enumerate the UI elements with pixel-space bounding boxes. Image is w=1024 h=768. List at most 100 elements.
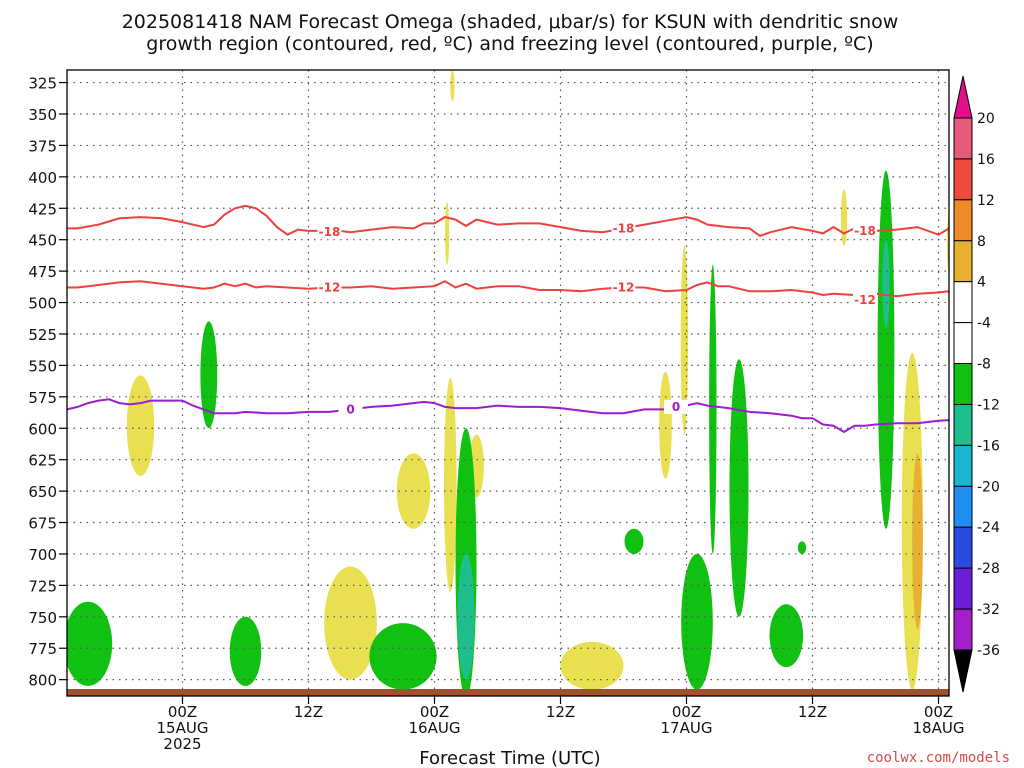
x-tick-label: 17AUG (661, 719, 713, 737)
colorbar-top-extend (953, 75, 973, 119)
colorbar-segment (953, 567, 973, 610)
contour-line-0 (67, 398, 949, 434)
y-tick-label: 675 (28, 515, 57, 533)
contour-label--12: -12 (319, 280, 341, 294)
y-tick-label: 325 (28, 75, 57, 93)
y-tick-label: 600 (28, 420, 57, 438)
x-tick-label: 12Z (546, 703, 575, 721)
contour-label-bg (611, 221, 636, 236)
omega-cell-20 (797, 541, 807, 554)
contour-label--18: -18 (613, 221, 635, 235)
contour-label-bg (853, 223, 877, 238)
y-axis: 325 350 375 400 425 450 475 500 525 550 575 600 625 6… (28, 75, 67, 690)
omega-cell-12 (560, 641, 624, 690)
colorbar-segment (953, 281, 973, 324)
contours: -18 -18 -18 -12 -12 -12 0 0 (67, 204, 949, 434)
contour-label-bg (317, 280, 342, 295)
terrain-strip (67, 689, 949, 696)
y-tick-label: 500 (28, 295, 57, 313)
omega-cell-23 (882, 239, 890, 328)
omega-cell-19 (769, 604, 804, 668)
colorbar-bottom-extend (953, 649, 973, 693)
omega-cell-3 (324, 566, 377, 680)
colorbar-label: 8 (977, 234, 986, 250)
contour-label--18: -18 (319, 225, 341, 239)
y-tick-label: 800 (28, 672, 57, 690)
colorbar-label: 16 (977, 152, 995, 168)
omega-cell-6 (369, 623, 437, 690)
y-tick-label: 550 (28, 357, 57, 375)
omega-cell-16 (681, 553, 713, 690)
omega-cell-15 (680, 245, 689, 435)
y-tick-label: 750 (28, 609, 57, 627)
omega-cell-1 (126, 375, 155, 477)
omega-cell-21 (840, 189, 848, 246)
chart-title: 2025081418 NAM Forecast Omega (shaded, μ… (122, 11, 899, 55)
colorbar-label: -16 (977, 438, 1000, 454)
omega-cell-18 (709, 264, 717, 554)
colorbar-segment (953, 444, 973, 487)
omega-cell-25 (912, 453, 923, 630)
y-tick-label: 450 (28, 232, 57, 250)
colorbar-segment (953, 322, 973, 365)
omega-cell-2 (200, 321, 218, 429)
y-tick-label: 350 (28, 106, 57, 124)
contour-label-bg (317, 225, 342, 240)
colorbar-label: -20 (977, 479, 1000, 495)
x-tick-label: 12Z (798, 703, 827, 721)
colorbar-segment (953, 608, 973, 651)
colorbar-label: -24 (977, 520, 1000, 536)
contour-label--12: -12 (854, 293, 876, 307)
x-tick-label: 16AUG (409, 719, 461, 737)
x-tick-label: 18AUG (913, 719, 965, 737)
x-tick-label: 15AUG (157, 719, 209, 737)
omega-cell-14 (659, 371, 672, 479)
plot-background (67, 70, 949, 696)
colorbar-segment (953, 403, 973, 446)
x-tick-label: 00Z (420, 703, 449, 721)
x-tick-label: 00Z (924, 703, 953, 721)
colorbar-segment (953, 117, 973, 160)
contour-label-bg (338, 402, 363, 417)
x-tick-label: 00Z (672, 703, 701, 721)
colorbar-label: -28 (977, 561, 1000, 577)
y-tick-label: 475 (28, 263, 57, 281)
contour-label-0: 0 (346, 402, 354, 416)
contour-label--12: -12 (613, 280, 635, 294)
title-line-2: growth region (contoured, red, ºC) and f… (146, 33, 873, 55)
colorbar-segment (953, 158, 973, 201)
contour-label-bg (611, 280, 636, 295)
omega-cell-5 (229, 616, 262, 687)
omega-cell-31 (445, 202, 450, 265)
colorbar-segment (953, 363, 973, 405)
contour-label-0: 0 (672, 400, 680, 414)
contour-label-bg (853, 293, 877, 308)
contour-line--18 (67, 204, 949, 238)
colorbar-label: 20 (977, 111, 995, 127)
y-tick-label: 775 (28, 640, 57, 658)
colorbar-label: -32 (977, 602, 1000, 618)
colorbar-label: -36 (977, 643, 1000, 659)
plot-frame (66, 69, 950, 697)
colorbar-segment (953, 485, 973, 528)
omega-cell-11 (457, 553, 475, 680)
colorbar-label: 12 (977, 193, 995, 209)
omega-cell-13 (624, 528, 644, 555)
x-tick-label: 2025 (163, 735, 201, 753)
omega-cell-17 (729, 359, 749, 617)
colorbar-segment (953, 199, 973, 242)
credit-link[interactable]: coolwx.com/models (867, 750, 1010, 766)
x-tick-label: 12Z (294, 703, 323, 721)
colorbar-label: 4 (977, 275, 986, 291)
colorbar-legend: 20 16 12 8 4 -4 -8 -12 -16 -20 -24 -28 -32 -36 (953, 75, 1000, 693)
y-tick-label: 525 (28, 326, 57, 344)
colorbar-label: -12 (977, 397, 1000, 413)
y-tick-label: 375 (28, 137, 57, 155)
omega-cell-7 (396, 453, 431, 529)
x-axis-label: Forecast Time (UTC) (419, 748, 600, 768)
omega-cell-32 (450, 70, 455, 102)
colorbar-segment (953, 526, 973, 569)
omega-cell-8 (444, 378, 457, 592)
